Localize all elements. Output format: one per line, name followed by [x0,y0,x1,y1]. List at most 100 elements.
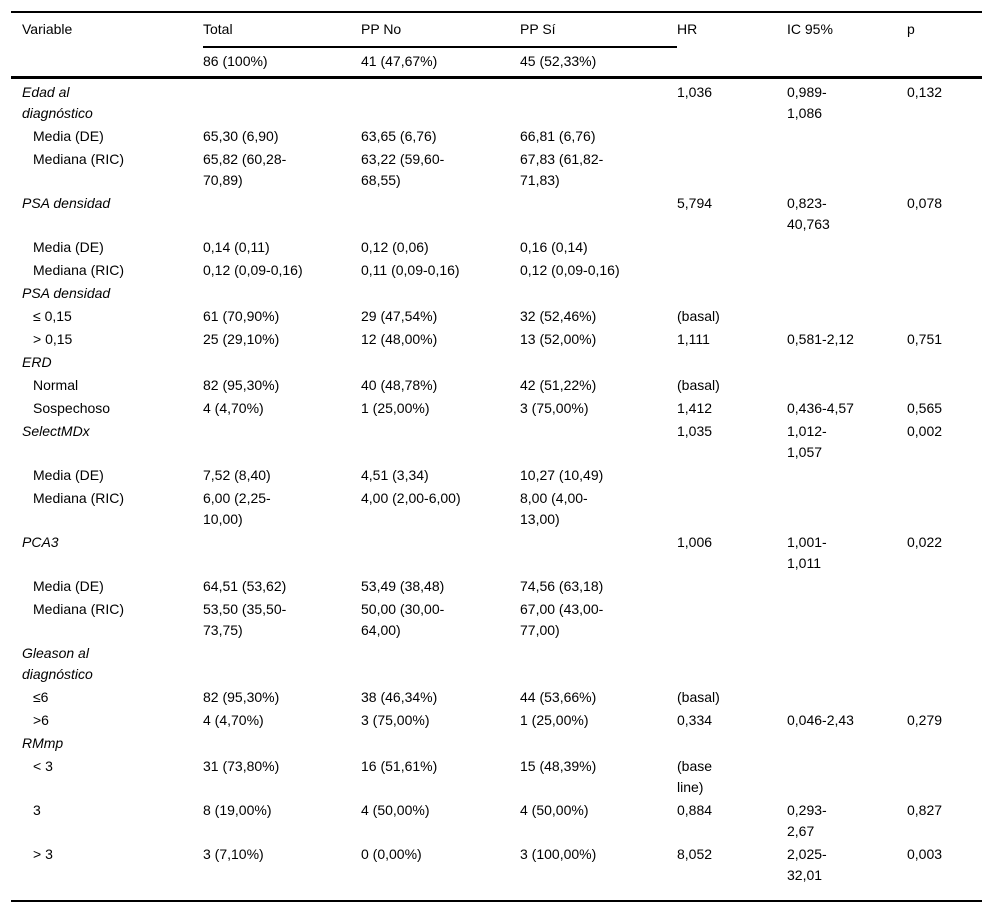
cell-value: 0,132 [907,84,943,100]
cell-value: 1,006 [677,534,713,550]
table-row: ≤ 0,15 61 (70,90%) 29 (47,54%) 32 (52,46%) (… [11,306,982,329]
cell-variable: Mediana (RIC) [33,262,125,278]
cell-variable: Media (DE) [33,239,104,255]
cell-variable: Sospechoso [33,400,111,416]
cell-value: 0,12 (0,09-0,16) [203,262,303,278]
column-header-hr: HR [677,21,698,37]
cell-value [361,78,520,127]
cell-value: 67,00 (43,00- 77,00) [520,601,604,638]
cell-value [361,733,520,756]
cell-value [361,421,520,465]
cell-value [203,193,361,237]
cell-value: 3 (75,00%) [520,400,589,416]
cell-value: 0,581-2,12 [787,331,854,347]
cell-value: 8,052 [677,846,713,862]
cell-value: (basal) [677,377,720,393]
cell-value [677,599,787,643]
column-header-pp-no: PP No [361,12,520,48]
cell-value [520,193,677,237]
table-row: 3 8 (19,00%) 4 (50,00%) 4 (50,00%) 0,884 0,29… [11,800,982,844]
cell-variable: Mediana (RIC) [33,490,125,506]
table-row: < 3 31 (73,80%) 16 (51,61%) 15 (48,39%) (bas… [11,756,982,800]
table-row: Gleason al diagnóstico [11,643,982,687]
cell-value [907,599,982,643]
cell-value [787,149,907,193]
table-row: ERD [11,352,982,375]
cell-value: 16 (51,61%) [361,758,438,774]
cell-value: 0,334 [677,712,713,728]
cell-value [787,375,907,398]
table-row: Media (DE) 0,14 (0,11) 0,12 (0,06) 0,16 (0,… [11,237,982,260]
cell-value: 63,22 (59,60- 68,55) [361,151,445,188]
cell-value: 0,16 (0,14) [520,239,588,255]
cell-value: 1 (25,00%) [520,712,589,728]
cell-variable: Media (DE) [33,578,104,594]
cell-value [520,733,677,756]
cell-value [203,643,361,687]
cell-variable: ERD [22,354,52,370]
cell-value [677,237,787,260]
cell-value: 38 (46,34%) [361,689,438,705]
cell-value: 50,00 (30,00- 64,00) [361,601,445,638]
table-header: Variable Total PP No PP Sí HR IC 95% p 8… [11,12,982,79]
cell-variable: PSA densidad [22,285,111,301]
cell-value: 66,81 (6,76) [520,128,596,144]
cell-variable: PCA3 [22,534,59,550]
table-row: Mediana (RIC) 65,82 (60,28- 70,89) 63,22 (… [11,149,982,193]
cell-value: 32 (52,46%) [520,308,597,324]
cell-value [677,126,787,149]
cell-value [520,352,677,375]
table-row: Media (DE) 7,52 (8,40) 4,51 (3,34) 10,27 (1… [11,465,982,488]
table-row: Mediana (RIC) 0,12 (0,09-0,16) 0,11 (0,09-… [11,260,982,283]
cell-value: 0,565 [907,400,943,416]
cell-value: 0,293- 2,67 [787,802,827,839]
cell-value: 5,794 [677,195,713,211]
cell-value [907,465,982,488]
cell-value: 3 (75,00%) [361,712,430,728]
cell-value: 82 (95,30%) [203,689,280,705]
cell-variable: Gleason al diagnóstico [22,645,93,682]
cell-value: 0,436-4,57 [787,400,854,416]
header-row: Variable Total PP No PP Sí HR IC 95% p [11,12,982,48]
cell-variable: Media (DE) [33,128,104,144]
cell-value: 67,83 (61,82- 71,83) [520,151,604,188]
cell-value: (base line) [677,758,713,795]
cell-value: 4 (50,00%) [361,802,430,818]
cell-value: 1,412 [677,400,713,416]
cell-variable: 3 [33,802,41,818]
cell-value: 4 (4,70%) [203,400,264,416]
cell-variable: ≤ 0,15 [33,308,72,324]
cell-value [907,306,982,329]
table-row: Normal 82 (95,30%) 40 (48,78%) 42 (51,22%) (… [11,375,982,398]
cell-value: (basal) [677,689,720,705]
cell-value [907,283,982,306]
cell-value [787,352,907,375]
cell-value [787,237,907,260]
cell-value [677,260,787,283]
cell-value: 3 (7,10%) [203,846,264,862]
table-body: Edad al diagnóstico 1,036 0,989- 1,086 0,13… [11,78,982,902]
table-row: PSA densidad [11,283,982,306]
cell-value: 0,002 [907,423,943,439]
cell-variable: Normal [33,377,79,393]
cell-value: 42 (51,22%) [520,377,597,393]
cell-value [677,488,787,532]
cell-value: 8,00 (4,00- 13,00) [520,490,588,527]
cell-value [787,687,907,710]
cell-variable: Mediana (RIC) [33,601,125,617]
cell-value [520,78,677,127]
table-row: PCA3 1,006 1,001- 1,011 0,022 [11,532,982,576]
subheader-ic95-empty [787,47,907,79]
table-row: PSA densidad 5,794 0,823- 40,763 0,078 [11,193,982,237]
cell-value [907,756,982,800]
cell-value: 10,27 (10,49) [520,467,604,483]
cell-variable: Mediana (RIC) [33,151,125,167]
cell-value: 15 (48,39%) [520,758,597,774]
cell-value [907,375,982,398]
cell-value: 29 (47,54%) [361,308,438,324]
cell-value [677,733,787,756]
table-row: ≤6 82 (95,30%) 38 (46,34%) 44 (53,66%) (basa… [11,687,982,710]
cell-value [907,576,982,599]
cell-value: 4 (4,70%) [203,712,264,728]
subheader-pp-no-n: 41 (47,67%) [361,47,520,79]
